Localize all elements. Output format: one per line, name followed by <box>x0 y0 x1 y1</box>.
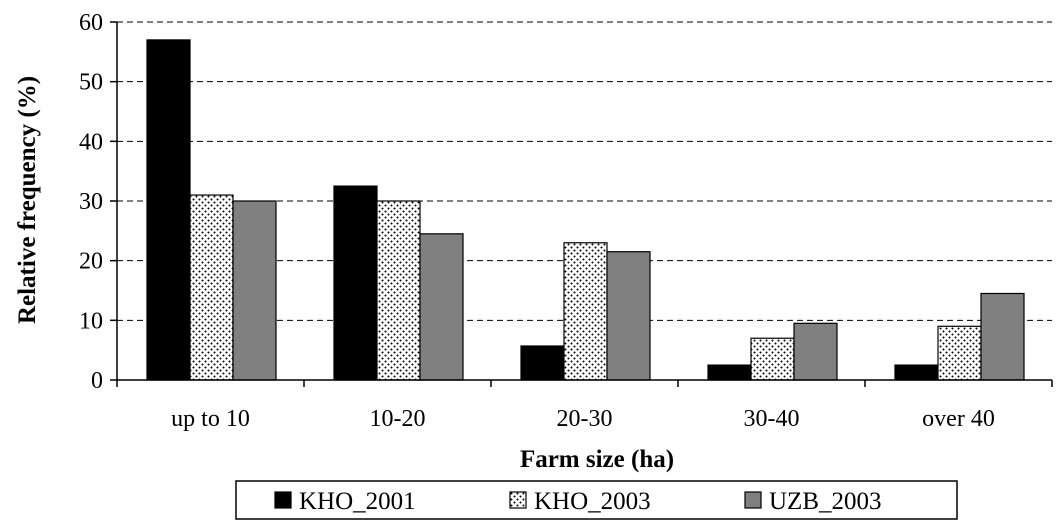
bar-KHO_2003-1 <box>376 200 421 381</box>
y-tick-label: 20 <box>79 249 103 275</box>
bar-UZB_2003-1 <box>419 233 464 381</box>
x-tick-label: 10-20 <box>370 406 426 432</box>
bar-KHO_2001-0 <box>146 39 191 381</box>
y-axis-title: Relative frequency (%) <box>14 76 41 324</box>
legend-label-KHO_2001: KHO_2001 <box>299 488 416 515</box>
bar-KHO_2003-0 <box>189 194 234 381</box>
bar-KHO_2001-1 <box>333 185 378 381</box>
bar-KHO_2003-4 <box>937 325 982 381</box>
x-axis-title: Farm size (ha) <box>520 446 674 473</box>
legend-swatch-KHO_2001 <box>274 491 292 509</box>
legend-label-UZB_2003: UZB_2003 <box>769 488 882 515</box>
tick-labels: 0 10 20 30 40 50 60 up to 10 10-20 20-30 30-40 over… <box>79 10 995 432</box>
y-tick-label: 0 <box>91 368 103 394</box>
x-tick-label: 20-30 <box>557 406 613 432</box>
bar-KHO_2001-2 <box>520 345 565 381</box>
axes <box>110 21 1053 387</box>
x-tick-label: up to 10 <box>171 406 250 432</box>
x-tick-label: 30-40 <box>744 406 800 432</box>
y-tick-label: 50 <box>79 70 103 96</box>
legend: KHO_2001 KHO_2003 UZB_2003 <box>235 480 958 520</box>
x-tick-label: over 40 <box>922 406 995 432</box>
bars <box>146 39 1025 381</box>
legend-swatch-KHO_2003 <box>509 491 527 509</box>
y-tick-label: 60 <box>79 10 103 36</box>
legend-swatch-UZB_2003 <box>744 491 762 509</box>
legend-label-KHO_2003: KHO_2003 <box>534 488 651 515</box>
y-tick-label: 40 <box>79 129 103 155</box>
legend-box <box>235 480 958 520</box>
bar-UZB_2003-3 <box>793 322 838 381</box>
bar-KHO_2003-3 <box>750 337 795 381</box>
y-tick-label: 30 <box>79 189 103 215</box>
bar-KHO_2003-2 <box>563 242 608 381</box>
y-tick-label: 10 <box>79 308 103 334</box>
bar-KHO_2001-3 <box>707 364 752 381</box>
bar-KHO_2001-4 <box>894 364 939 381</box>
bar-UZB_2003-2 <box>606 251 651 381</box>
bar-UZB_2003-4 <box>980 292 1025 381</box>
bar-UZB_2003-0 <box>232 200 277 381</box>
